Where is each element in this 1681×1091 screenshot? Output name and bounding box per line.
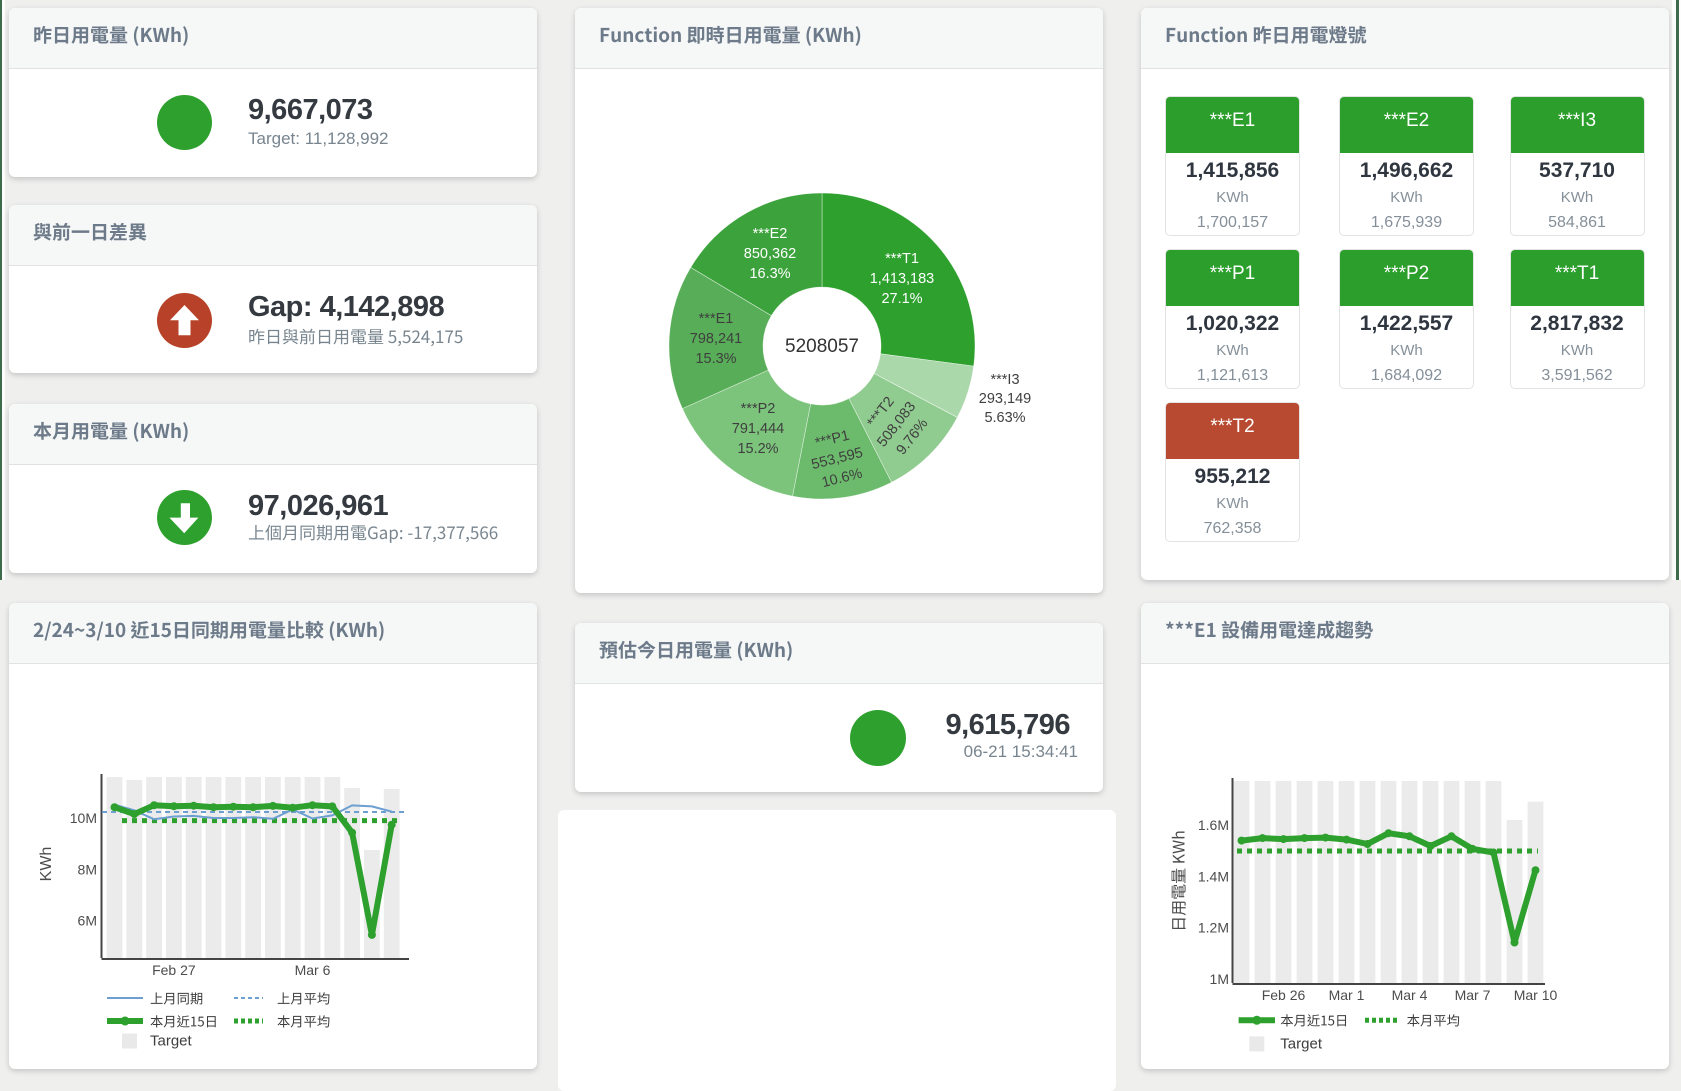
svg-text:8M: 8M: [78, 861, 97, 877]
svg-text:KWh: KWh: [38, 847, 55, 882]
svg-text:Target: Target: [150, 1033, 193, 1050]
svg-text:1.2M: 1.2M: [1198, 920, 1229, 936]
svg-text:Mar 4: Mar 4: [1392, 987, 1428, 1003]
svg-text:Mar 1: Mar 1: [1329, 987, 1365, 1003]
svg-text:1.4M: 1.4M: [1198, 868, 1229, 884]
svg-text:Mar 10: Mar 10: [1514, 987, 1558, 1003]
svg-text:Feb 27: Feb 27: [152, 962, 196, 978]
svg-text:5208057: 5208057: [785, 336, 859, 357]
svg-text:Feb 26: Feb 26: [1262, 987, 1306, 1003]
svg-text:Mar 7: Mar 7: [1455, 987, 1491, 1003]
svg-text:1.6M: 1.6M: [1198, 817, 1229, 833]
svg-text:10M: 10M: [70, 810, 97, 826]
svg-text:Target: Target: [1280, 1036, 1323, 1053]
svg-text:Mar 6: Mar 6: [295, 962, 331, 978]
svg-text:6M: 6M: [78, 913, 97, 929]
svg-text:1M: 1M: [1210, 971, 1229, 987]
